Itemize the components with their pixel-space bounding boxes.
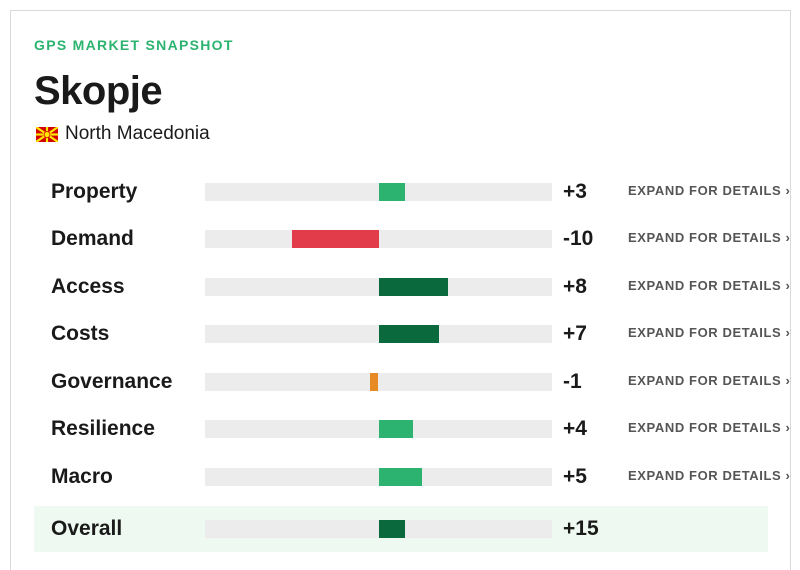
metric-row-macro[interactable]: Macro +5 EXPAND FOR DETAILS › — [34, 454, 790, 500]
snapshot-label: GPS MARKET SNAPSHOT — [34, 37, 234, 53]
metric-value: +7 — [563, 322, 587, 345]
city-title: Skopje — [34, 69, 163, 113]
score-bar — [378, 468, 422, 486]
score-bar — [291, 230, 379, 248]
score-track — [205, 420, 552, 438]
north-macedonia-flag-icon — [36, 126, 58, 142]
expand-details-link[interactable]: EXPAND FOR DETAILS › — [628, 183, 791, 198]
metric-label: Governance — [51, 370, 173, 393]
score-bar — [378, 183, 405, 201]
expand-details-link[interactable]: EXPAND FOR DETAILS › — [628, 278, 791, 293]
metric-row-costs[interactable]: Costs +7 EXPAND FOR DETAILS › — [34, 311, 790, 357]
metric-row-property[interactable]: Property +3 EXPAND FOR DETAILS › — [34, 169, 790, 215]
score-track — [205, 325, 552, 343]
metric-label: Costs — [51, 322, 110, 345]
expand-details-link[interactable]: EXPAND FOR DETAILS › — [628, 420, 791, 435]
metric-value: +15 — [563, 517, 599, 540]
metric-row-governance[interactable]: Governance -1 EXPAND FOR DETAILS › — [34, 359, 790, 405]
score-bar — [378, 325, 440, 343]
score-track — [205, 230, 552, 248]
metric-value: -1 — [563, 370, 582, 393]
score-bar — [369, 373, 379, 391]
metric-row-demand[interactable]: Demand -10 EXPAND FOR DETAILS › — [34, 216, 790, 262]
expand-details-link[interactable]: EXPAND FOR DETAILS › — [628, 325, 791, 340]
expand-details-link[interactable]: EXPAND FOR DETAILS › — [628, 373, 791, 388]
metric-label: Overall — [51, 517, 123, 540]
score-bar — [378, 420, 414, 438]
metric-value: +4 — [563, 417, 587, 440]
metric-row-resilience[interactable]: Resilience +4 EXPAND FOR DETAILS › — [34, 406, 790, 452]
metric-value: +3 — [563, 180, 587, 203]
country-row: North Macedonia — [36, 123, 210, 145]
score-bar — [378, 278, 448, 296]
score-track — [205, 373, 552, 391]
score-track — [205, 520, 552, 538]
metric-label: Demand — [51, 227, 134, 250]
metric-label: Macro — [51, 465, 113, 488]
country-name: North Macedonia — [65, 123, 210, 144]
metric-value: +8 — [563, 275, 587, 298]
score-track — [205, 278, 552, 296]
metric-label: Resilience — [51, 417, 155, 440]
metric-value: -10 — [563, 227, 594, 250]
overall-row: Overall +15 — [34, 506, 768, 552]
expand-details-link[interactable]: EXPAND FOR DETAILS › — [628, 230, 791, 245]
score-track — [205, 468, 552, 486]
metric-row-access[interactable]: Access +8 EXPAND FOR DETAILS › — [34, 264, 790, 310]
metric-label: Access — [51, 275, 125, 298]
score-track — [205, 183, 552, 201]
score-bar — [378, 520, 405, 538]
metric-value: +5 — [563, 465, 587, 488]
expand-details-link[interactable]: EXPAND FOR DETAILS › — [628, 468, 791, 483]
metric-label: Property — [51, 180, 138, 203]
